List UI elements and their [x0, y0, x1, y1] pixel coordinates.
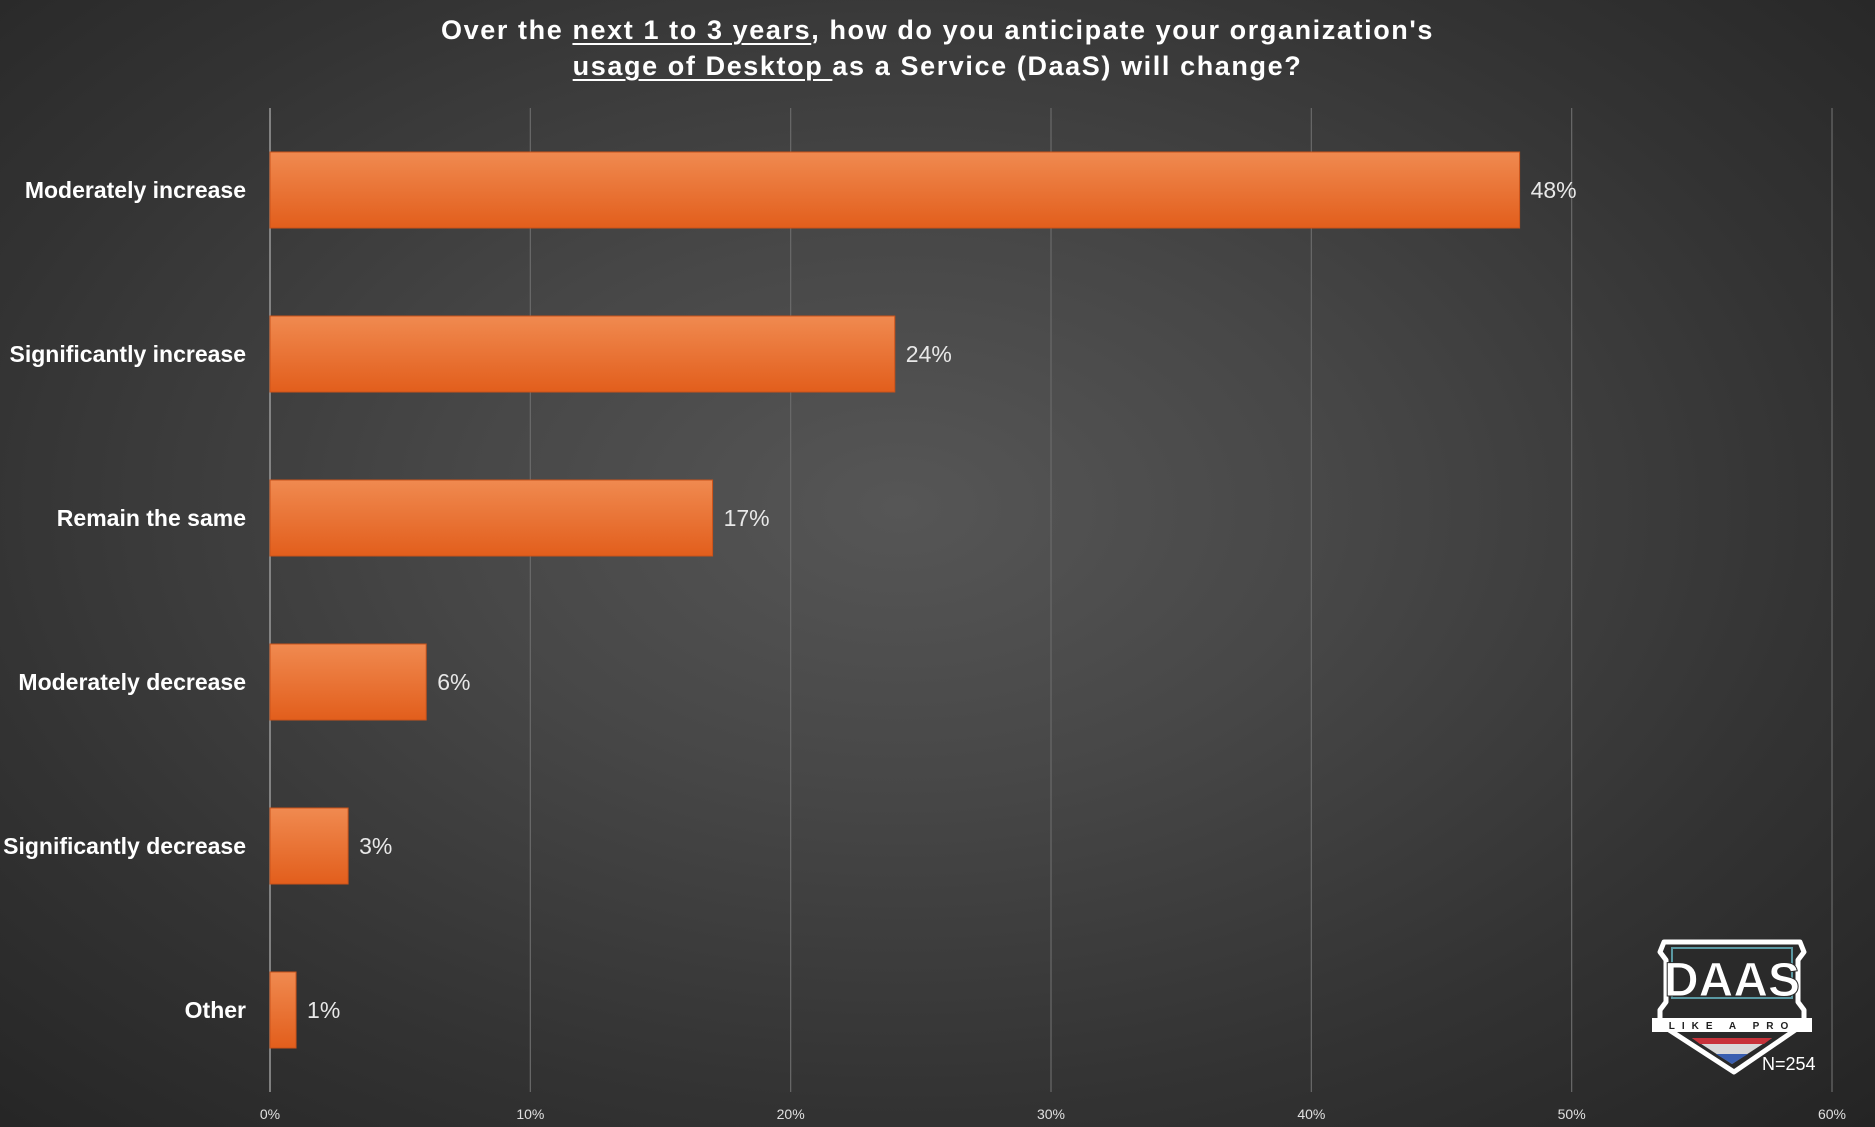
value-label: 48% — [1531, 177, 1577, 203]
x-tick-label: 0% — [260, 1106, 280, 1122]
bar-moderately-increase — [269, 151, 1521, 229]
bars — [269, 151, 1521, 1049]
title-part: as a Service (DaaS) will change? — [832, 51, 1303, 81]
logo-banner — [1652, 1018, 1812, 1032]
labels: 0% 10% 20% 30% 40% 50% 60% Moderately increase 4… — [3, 177, 1846, 1122]
title-part: , how do you anticipate your organizatio… — [811, 15, 1435, 45]
value-label: 17% — [724, 505, 770, 531]
bar-remain-the-same — [269, 479, 714, 557]
category-label: Moderately decrease — [18, 669, 246, 695]
chart-title: Over the next 1 to 3 years, how do you a… — [0, 12, 1875, 84]
x-tick-label: 50% — [1558, 1106, 1586, 1122]
bar-other — [269, 971, 297, 1049]
title-underlined-part: usage of Desktop — [572, 51, 833, 81]
logo-flag-white — [1692, 1038, 1772, 1064]
logo-inner-frame — [1671, 947, 1793, 999]
category-label: Significantly decrease — [3, 833, 246, 859]
title-underlined-part: next 1 to 3 years — [572, 15, 812, 45]
value-label: 1% — [307, 997, 340, 1023]
logo-flag-blue — [1716, 1054, 1748, 1064]
logo-wordmark: DAAS — [1664, 954, 1800, 1007]
x-tick-label: 30% — [1037, 1106, 1065, 1122]
x-tick-label: 40% — [1297, 1106, 1325, 1122]
bar-significantly-increase — [269, 315, 896, 393]
category-label: Remain the same — [57, 505, 246, 531]
sample-size-label: N=254 — [1762, 1054, 1816, 1074]
logo-flag-red — [1692, 1038, 1772, 1044]
category-label: Other — [185, 997, 246, 1023]
value-label: 6% — [437, 669, 470, 695]
x-tick-label: 60% — [1818, 1106, 1846, 1122]
title-part: Over the — [440, 15, 573, 45]
x-tick-label: 20% — [777, 1106, 805, 1122]
x-tick-label: 10% — [516, 1106, 544, 1122]
title-line-2: usage of Desktop as a Service (DaaS) wil… — [0, 48, 1875, 84]
category-label: Significantly increase — [10, 341, 246, 367]
value-label: 3% — [359, 833, 392, 859]
logo-tagline: LIKE A PRO — [1669, 1021, 1795, 1032]
daas-logo: DAAS LIKE A PRO — [1652, 939, 1812, 1075]
title-line-1: Over the next 1 to 3 years, how do you a… — [0, 12, 1875, 48]
bar-moderately-decrease — [269, 643, 427, 721]
bar-significantly-decrease — [269, 807, 349, 885]
value-label: 24% — [906, 341, 952, 367]
category-label: Moderately increase — [25, 177, 246, 203]
gridlines — [269, 108, 1833, 1092]
